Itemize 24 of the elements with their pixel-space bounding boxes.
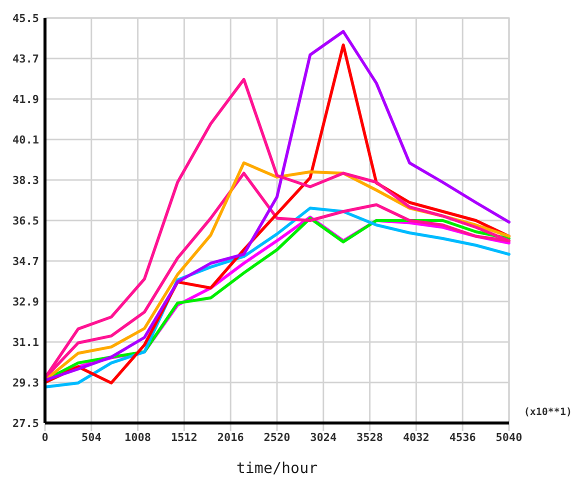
x-tick-label: 1008 (124, 431, 152, 444)
x-tick-label: 3024 (310, 431, 338, 444)
x-tick-label: 4536 (449, 431, 476, 444)
y-tick-label: 36.5 (12, 214, 39, 228)
y-tick-label: 40.1 (12, 133, 40, 146)
x-tick-label: 2016 (217, 431, 244, 444)
y-tick-label: 27.5 (12, 416, 39, 430)
text: (x10**1) (524, 407, 572, 418)
y-tick-label: 34.7 (12, 254, 39, 268)
y-tick-label: 43.7 (12, 52, 39, 66)
y-tick-label: 38.3 (12, 174, 39, 187)
y-tick-label: 45.5 (12, 12, 39, 25)
y-tick-label: 32.9 (12, 295, 39, 308)
x-tick-label: 504 (81, 431, 102, 444)
x-tick-label: 1512 (170, 431, 198, 444)
x-axis-title: time/hour (236, 459, 318, 477)
y-tick-label: 29.3 (12, 376, 39, 390)
x-tick-label: 2520 (264, 431, 290, 444)
x-tick-label: 0 (42, 431, 48, 444)
x-tick-label: 3528 (356, 431, 384, 444)
x-tick-label: 5040 (496, 431, 522, 444)
y-tick-label: 31.1 (12, 336, 40, 349)
y-tick-label: 41.9 (12, 92, 39, 106)
x-tick-label: 4032 (402, 431, 430, 444)
